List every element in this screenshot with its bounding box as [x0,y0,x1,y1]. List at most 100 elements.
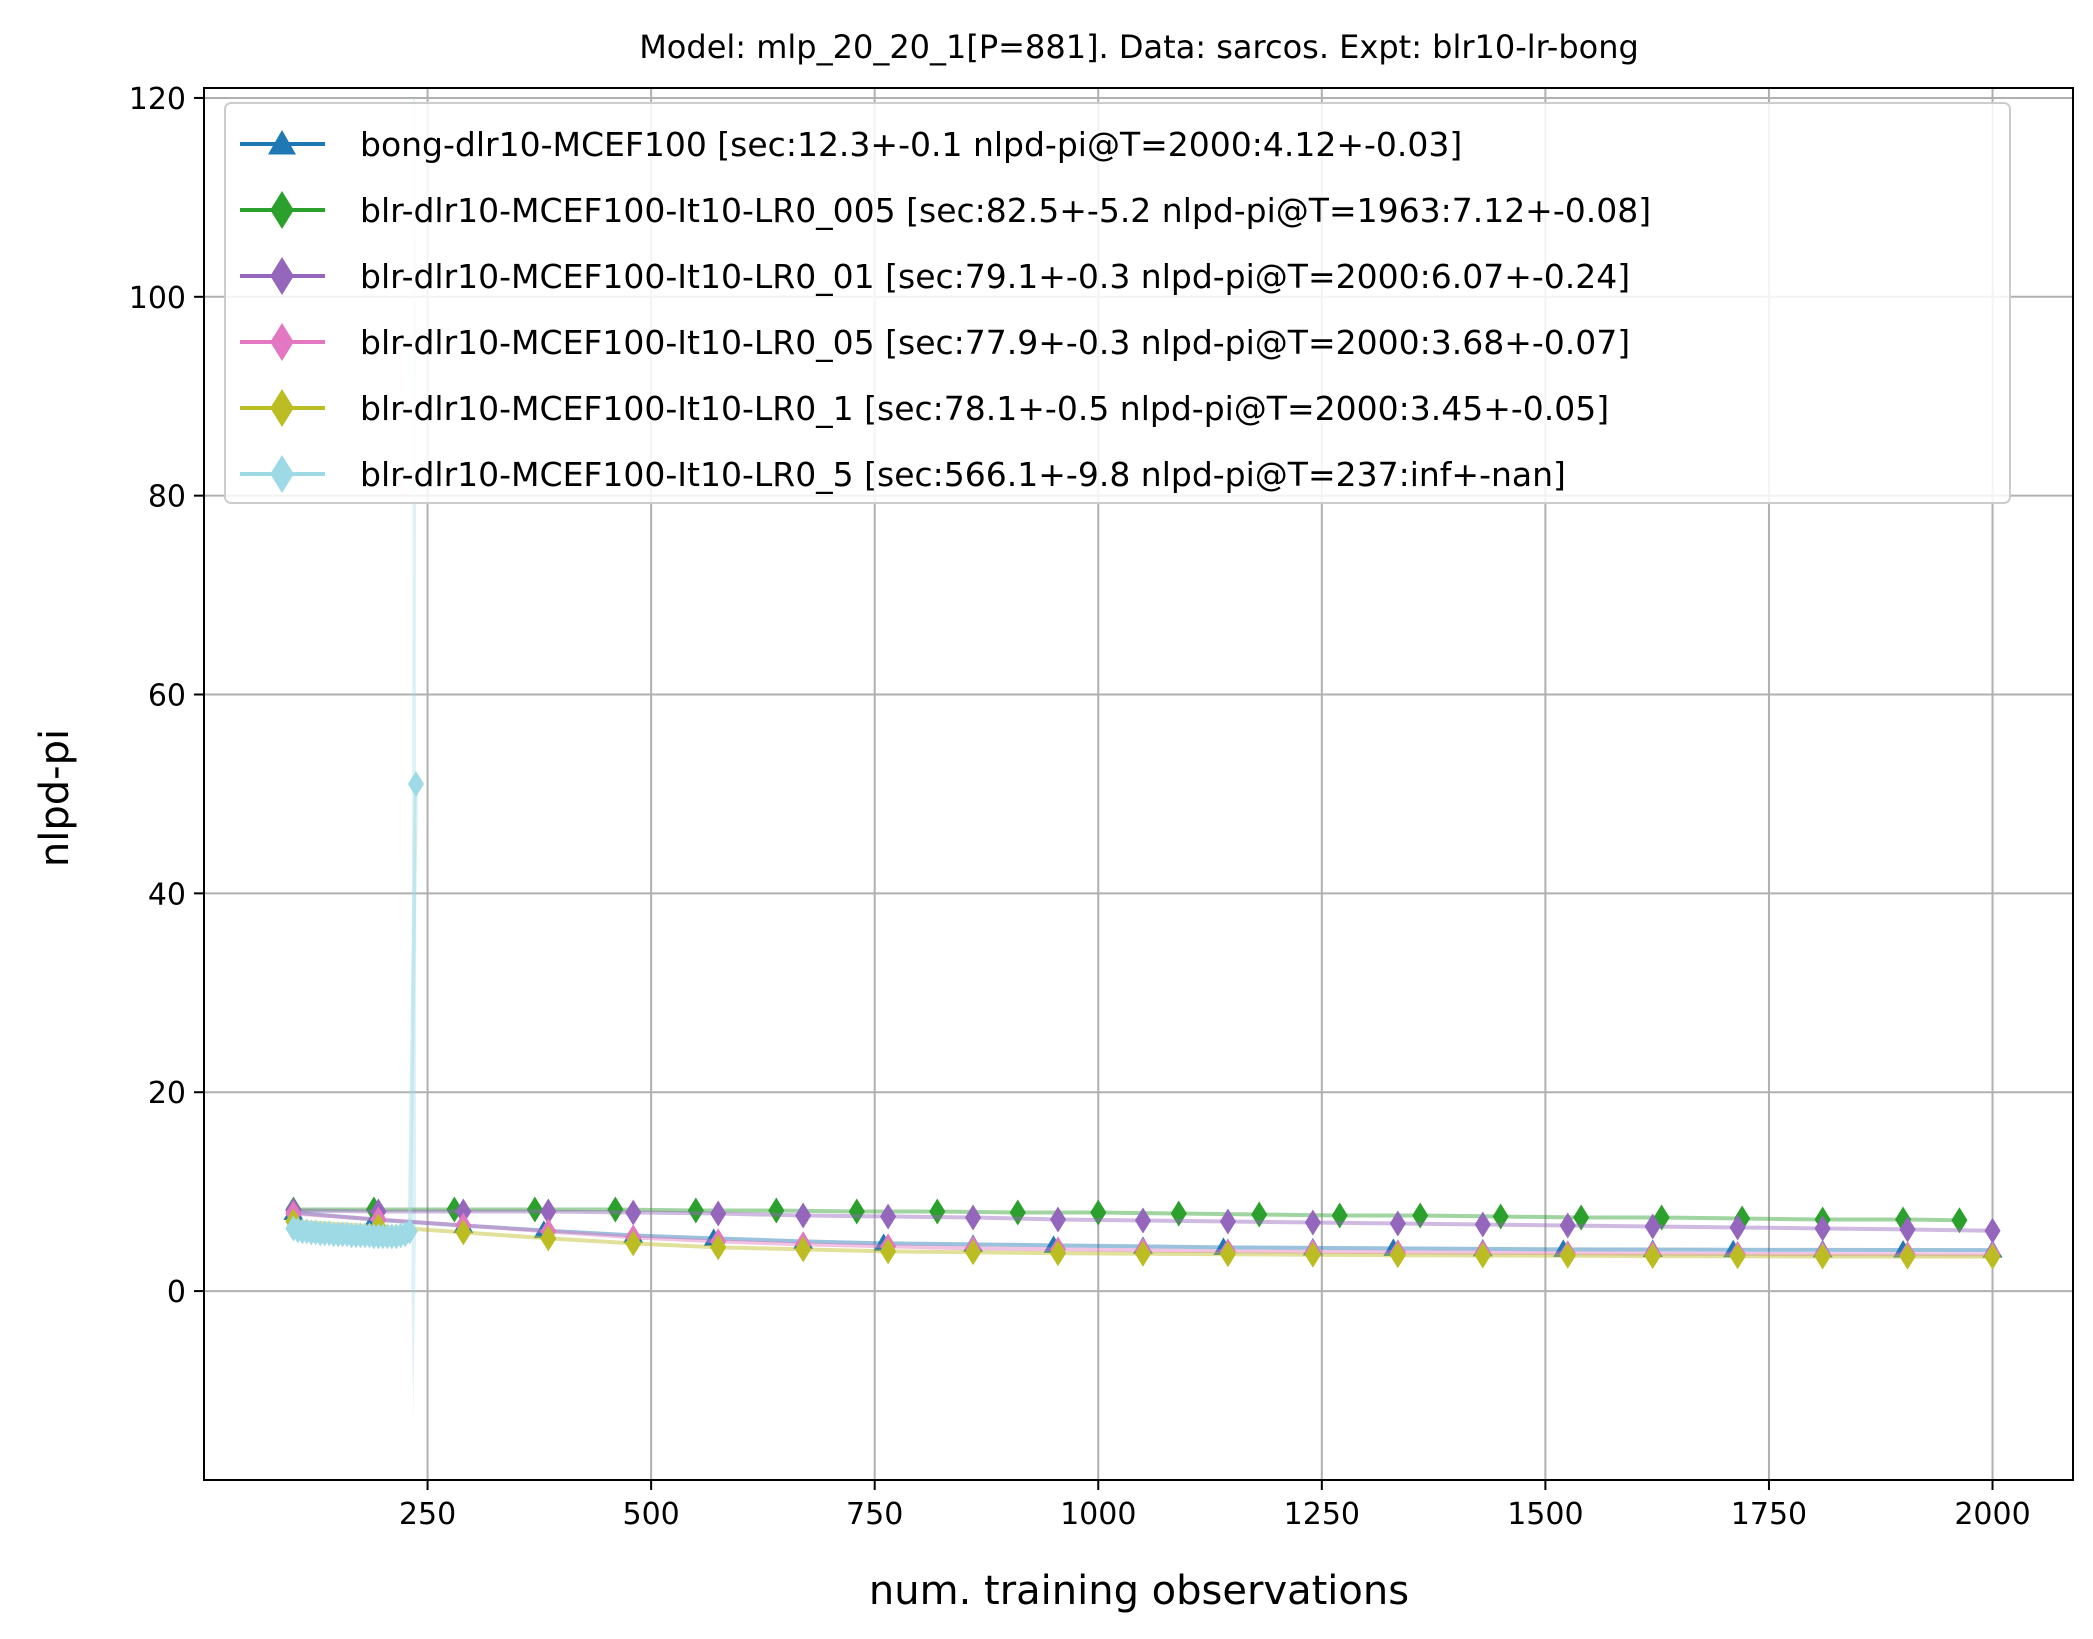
x-axis-label: num. training observations [869,1568,1409,1614]
x-tick-label: 1000 [1060,1497,1136,1532]
data-point [1170,1200,1187,1227]
data-point [1644,1243,1661,1270]
data-point [625,1230,642,1257]
legend-label: blr-dlr10-MCEF100-It10-LR0_01 [sec:79.1+… [360,257,1630,296]
data-point [848,1198,865,1225]
data-point [1049,1206,1067,1233]
data-point [1389,1210,1406,1237]
data-point [1729,1214,1746,1241]
legend-item: blr-dlr10-MCEF100-It10-LR0_05 [sec:77.9+… [240,323,1630,362]
data-point [1251,1201,1268,1228]
y-tick-label: 100 [129,281,186,316]
data-point [607,1196,624,1223]
data-point [1814,1215,1831,1242]
data-point [455,1198,472,1225]
data-point [795,1236,812,1263]
legend-item: blr-dlr10-MCEF100-It10-LR0_01 [sec:79.1+… [240,257,1630,296]
y-axis: 0 20 40 60 80 100 120 [129,82,204,1310]
legend-label: blr-dlr10-MCEF100-It10-LR0_5 [sec:566.1+… [360,455,1566,494]
y-tick-label: 120 [129,82,186,117]
y-tick-label: 0 [167,1275,186,1310]
y-tick-label: 60 [148,679,186,714]
data-point [1951,1207,1968,1234]
data-point [625,1199,642,1226]
legend-swatch-marker [270,455,294,493]
legend-box [224,102,2011,504]
data-point [965,1239,982,1266]
data-point [540,1225,557,1252]
data-point [526,1196,543,1223]
plot-frame [203,87,2074,1481]
data-point [1219,1241,1236,1268]
series-group [283,771,2003,1270]
data-point [1049,1240,1067,1267]
data-point [1899,1216,1916,1243]
x-tick-label: 1250 [1284,1497,1360,1532]
data-point [929,1198,946,1225]
data-point [1134,1240,1152,1267]
data-point [795,1202,812,1229]
legend: bong-dlr10-MCEF100 [sec:12.3+-0.1 nlpd-p… [224,102,2011,504]
data-point [1134,1207,1152,1234]
data-point [1573,1204,1590,1231]
data-point [1729,1243,1746,1270]
legend-label: blr-dlr10-MCEF100-It10-LR0_05 [sec:77.9+… [360,323,1630,362]
legend-swatch-marker [270,191,294,229]
data-point [1474,1242,1491,1269]
legend-label: bong-dlr10-MCEF100 [sec:12.3+-0.1 nlpd-p… [360,125,1462,164]
data-point [1331,1202,1348,1229]
data-point [880,1238,897,1265]
data-point [1009,1199,1026,1226]
x-tick-label: 1500 [1507,1497,1583,1532]
x-tick-label: 2000 [1954,1497,2030,1532]
data-point [1389,1242,1406,1269]
legend-swatch-marker [268,130,296,155]
legend-swatch-marker [270,257,294,295]
y-tick-label: 40 [148,877,186,912]
legend-item: bong-dlr10-MCEF100 [sec:12.3+-0.1 nlpd-p… [240,125,1462,164]
x-axis: 250 500 750 1000 1250 1500 1750 2000 [399,1480,2031,1532]
data-point [401,1218,418,1245]
x-tick-label: 1750 [1731,1497,1807,1532]
x-tick-label: 750 [846,1497,903,1532]
data-point [1492,1203,1509,1230]
data-point [768,1197,785,1224]
legend-item: blr-dlr10-MCEF100-It10-LR0_005 [sec:82.5… [240,191,1651,230]
legend-item: blr-dlr10-MCEF100-It10-LR0_1 [sec:78.1+-… [240,389,1609,428]
series-line [293,1207,1960,1223]
data-point [880,1203,897,1230]
data-point [1814,1243,1831,1270]
chart-title: Model: mlp_20_20_1[P=881]. Data: sarcos.… [639,28,1639,66]
data-point [1304,1241,1321,1268]
data-point [1219,1208,1236,1235]
y-tick-label: 20 [148,1076,186,1111]
data-point [710,1234,727,1261]
data-point [687,1197,704,1224]
data-point [1559,1242,1576,1269]
legend-label: blr-dlr10-MCEF100-It10-LR0_1 [sec:78.1+-… [360,389,1609,428]
data-point [1984,1243,2001,1270]
data-point [540,1198,557,1225]
data-point [1474,1211,1491,1238]
y-axis-label: nlpd-pi [32,729,78,867]
legend-swatch-marker [270,389,294,427]
series-6 [285,771,424,1250]
data-point [965,1204,982,1231]
data-point [1899,1243,1916,1270]
data-point [1644,1213,1661,1240]
data-point [407,771,424,797]
x-tick-label: 500 [622,1497,679,1532]
y-tick-label: 80 [148,480,186,515]
data-point [1559,1212,1576,1239]
data-point [1090,1199,1107,1226]
legend-item: blr-dlr10-MCEF100-It10-LR0_5 [sec:566.1+… [240,455,1566,494]
data-point [1304,1209,1321,1236]
data-point [710,1200,727,1227]
data-point [455,1219,472,1246]
legend-swatch-marker [270,323,294,361]
data-point [1984,1217,2001,1244]
legend-label: blr-dlr10-MCEF100-It10-LR0_005 [sec:82.5… [360,191,1651,230]
data-point [1412,1202,1429,1229]
x-tick-label: 250 [399,1497,456,1532]
